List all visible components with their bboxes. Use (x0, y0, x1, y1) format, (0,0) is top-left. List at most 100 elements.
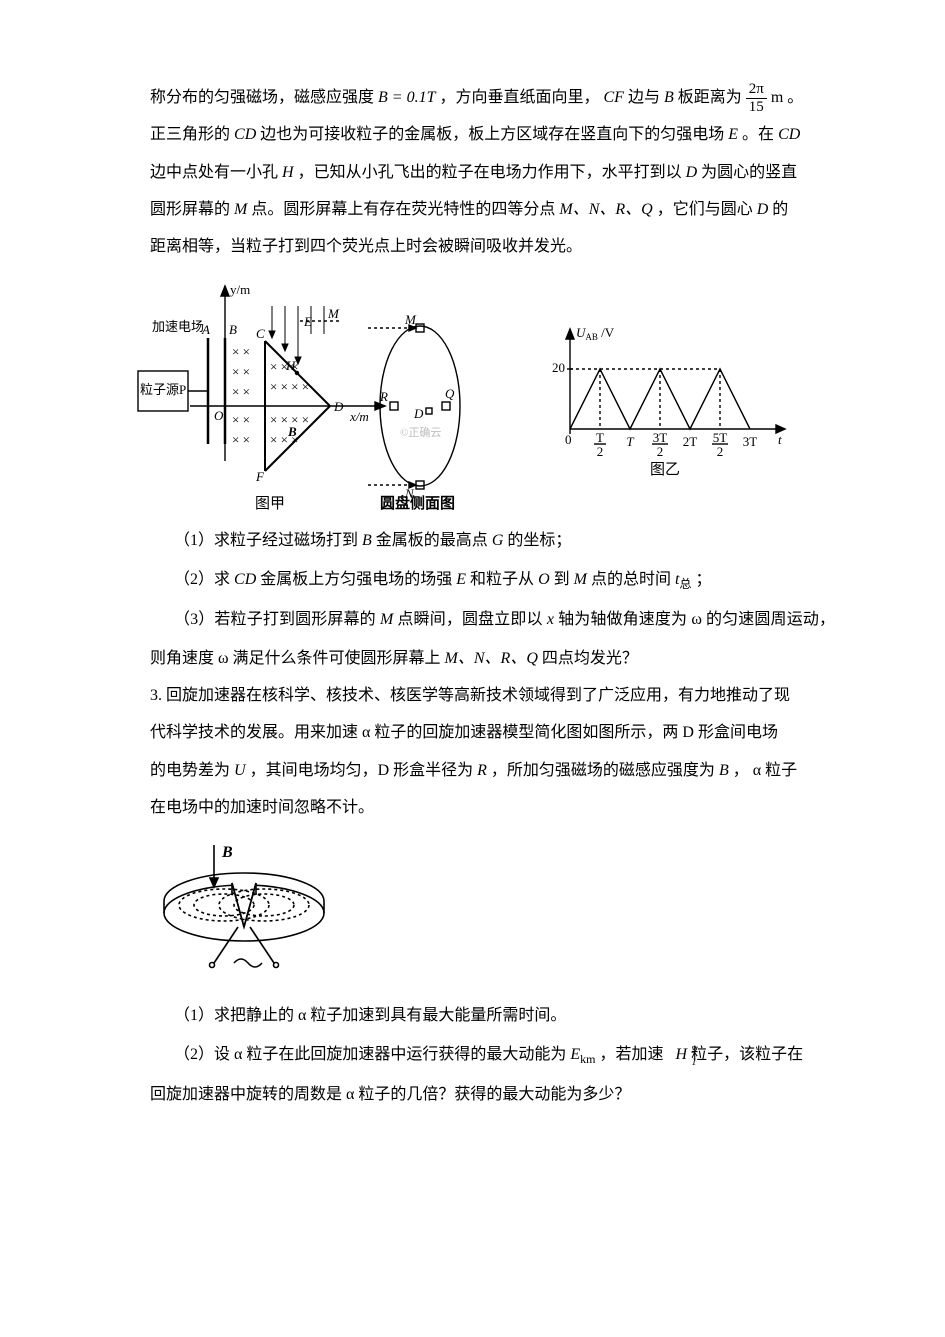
text: 板距离为 (678, 89, 742, 106)
text: 和粒子从 (470, 571, 534, 588)
var-H: H (282, 164, 294, 181)
text: （3）若粒子打到圆形屏幕的 (174, 611, 376, 628)
text: 点。圆形屏幕上有存在荧光特性的四等分点 (251, 201, 555, 218)
svg-text:B: B (229, 322, 237, 337)
svg-text:F: F (255, 469, 265, 484)
svg-text:A: A (201, 322, 210, 337)
text: 点瞬间，圆盘立即以 (397, 611, 542, 628)
svg-text:× ×: × × (232, 384, 250, 399)
var-D: D (686, 164, 698, 181)
svg-text:20: 20 (552, 360, 565, 375)
figure-yi: UAB /V t 20 0 T 2 T (540, 309, 800, 479)
question-3-line1: （3）若粒子打到圆形屏幕的 M 点瞬间，圆盘立即以 x 轴为轴做角速度为 ω 的… (150, 602, 835, 637)
text: 称分布的匀强磁场，磁感应强度 (150, 89, 374, 106)
text: 的坐标； (507, 532, 571, 549)
svg-text:B: B (221, 844, 233, 861)
svg-text:2: 2 (597, 444, 604, 459)
svg-text:× × × ×: × × × × (270, 379, 309, 394)
text: 圆形屏幕的 (150, 201, 230, 218)
var-B: B (719, 762, 729, 779)
text: ，方向垂直纸面向里， (439, 89, 599, 106)
svg-text:t: t (778, 432, 782, 447)
svg-text:2: 2 (717, 444, 724, 459)
svg-text:图甲: 图甲 (255, 495, 285, 511)
text: 边也为可接收粒子的金属板，板上方区域存在竖直向下的匀强电场 (260, 126, 728, 143)
var-CD2: CD (778, 126, 800, 143)
intro-para-2: 正三角形的 CD 边也为可接收粒子的金属板，板上方区域存在竖直向下的匀强电场 E… (150, 117, 835, 152)
text: 边与 (628, 89, 660, 106)
figure-cyclotron: B (144, 835, 835, 988)
var-E: E (456, 571, 466, 588)
text: 金属板上方匀强电场的场强 (260, 571, 452, 588)
var-U: U (234, 762, 246, 779)
svg-text:©正确云: ©正确云 (400, 426, 441, 439)
var-G: G (492, 532, 504, 549)
text: m 。 (771, 89, 803, 106)
question-2: （2）求 CD 金属板上方匀强电场的场强 E 和粒子从 O 到 M 点的总时间 … (150, 562, 835, 598)
svg-text:3T: 3T (743, 434, 758, 449)
text: 距离相等，当粒子打到四个荧光点上时会被瞬间吸收并发光。 (150, 238, 582, 255)
text: ，若加速 (600, 1046, 668, 1063)
svg-text:M: M (327, 306, 340, 321)
formula-B: B = 0.1T (378, 89, 435, 106)
svg-text:× ×: × × (232, 364, 250, 379)
svg-text:Q: Q (445, 386, 455, 401)
text: 。在 (742, 126, 774, 143)
pts: M、N、R、Q (559, 201, 652, 218)
svg-text:× ×: × × (232, 412, 250, 427)
var-O: O (538, 571, 550, 588)
var-Ekm: Ekm (570, 1046, 595, 1063)
svg-text:粒子源P: 粒子源P (140, 382, 186, 397)
p3-line1: 3. 回旋加速器在核科学、核技术、核医学等高新技术领域得到了广泛应用，有力地推动… (150, 678, 835, 713)
text: 到 (554, 571, 570, 588)
text: （2）设 α 粒子在此回旋加速器中运行获得的最大动能为 (174, 1046, 566, 1063)
svg-text:T: T (626, 434, 634, 449)
denominator: 15 (746, 99, 767, 116)
var-E: E (728, 126, 738, 143)
text: 正三角形的 (150, 126, 230, 143)
var-M: M (380, 611, 393, 628)
text: 四点均发光？ (542, 650, 638, 667)
svg-text:× ×: × × (232, 344, 250, 359)
svg-text:R: R (379, 389, 388, 404)
figure-row-1: y/m x/m O 加速电场 粒子源P A B (130, 276, 835, 511)
svg-text:C: C (256, 326, 265, 341)
svg-text:× × ×: × × × (270, 359, 299, 374)
text: 为圆心的竖直 (701, 164, 797, 181)
text: ，已知从小孔飞出的粒子在电场力作用下，水平打到以 (298, 164, 682, 181)
numerator: 2π (746, 81, 767, 99)
var-D2: D (757, 201, 769, 218)
svg-text:0: 0 (565, 432, 572, 447)
svg-text:2: 2 (657, 444, 664, 459)
p3-line2: 代科学技术的发展。用来加速 α 粒子的回旋加速器模型简化图如图所示，两 D 形盒… (150, 715, 835, 750)
isotope: 3 1 H (668, 1046, 692, 1063)
svg-text:T: T (596, 430, 604, 445)
intro-para-1: 称分布的匀强磁场，磁感应强度 B = 0.1T ，方向垂直纸面向里， CF 边与… (150, 80, 835, 115)
text: ， α 粒子 (733, 762, 797, 779)
pts: M、N、R、Q (445, 650, 538, 667)
svg-text:× ×: × × (232, 432, 250, 447)
text: ，所加匀强磁场的磁感应强度为 (491, 762, 715, 779)
intro-para-5: 距离相等，当粒子打到四个荧光点上时会被瞬间吸收并发光。 (150, 229, 835, 264)
svg-text:y/m: y/m (230, 282, 250, 297)
svg-text:圆盘侧面图: 圆盘侧面图 (380, 494, 455, 511)
text: 则角速度 ω 满足什么条件可使圆形屏幕上 (150, 650, 441, 667)
text: 粒子，该粒子在 (691, 1046, 803, 1063)
svg-text:3T: 3T (653, 430, 668, 445)
var-CF: CF (604, 89, 624, 106)
text: （1）求粒子经过磁场打到 (174, 532, 358, 549)
var-x: x (547, 611, 554, 628)
text: 的电势差为 (150, 762, 230, 779)
var-B: B (664, 89, 674, 106)
svg-text:B: B (287, 424, 297, 439)
question-3-line2: 则角速度 ω 满足什么条件可使圆形屏幕上 M、N、R、Q 四点均发光？ (150, 641, 835, 676)
svg-text:M: M (404, 312, 417, 327)
text: 金属板的最高点 (376, 532, 488, 549)
text: 边中点处有一小孔 (150, 164, 278, 181)
svg-text:UAB /V: UAB /V (576, 325, 615, 342)
text: ，它们与圆心 (657, 201, 753, 218)
page: 称分布的匀强磁场，磁感应强度 B = 0.1T ，方向垂直纸面向里， CF 边与… (0, 0, 945, 1337)
question-1: （1）求粒子经过磁场打到 B 金属板的最高点 G 的坐标； (150, 523, 835, 558)
q3-2-line1: （2）设 α 粒子在此回旋加速器中运行获得的最大动能为 Ekm ，若加速 3 1… (150, 1037, 835, 1073)
var-R: R (477, 762, 487, 779)
